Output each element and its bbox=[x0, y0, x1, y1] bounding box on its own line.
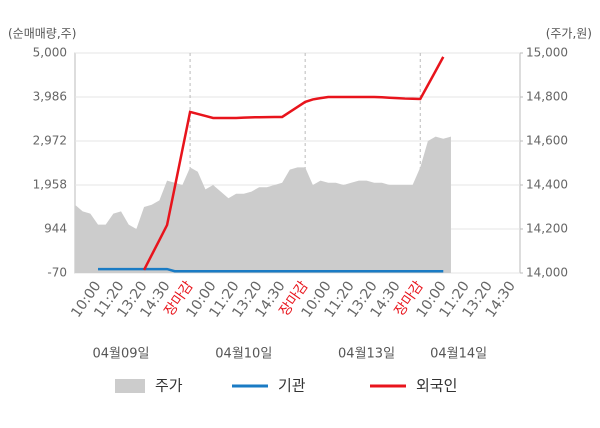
price-area bbox=[75, 136, 451, 273]
legend-label: 기관 bbox=[278, 377, 306, 395]
y-tick-label: -70 bbox=[47, 266, 67, 280]
date-label: 04월09일 bbox=[93, 347, 150, 362]
y2-axis-label: (주가,원) bbox=[546, 27, 592, 41]
y2-tick-label: 14,200 bbox=[526, 222, 568, 236]
y-tick-label: 1,958 bbox=[33, 178, 67, 192]
y2-tick-label: 14,400 bbox=[526, 178, 568, 192]
date-label: 04월14일 bbox=[430, 347, 487, 362]
y-axis-label: (순매매량,주) bbox=[8, 27, 76, 41]
legend-label: 외국인 bbox=[416, 377, 457, 395]
legend-swatch bbox=[115, 379, 145, 393]
y-tick-label: 3,986 bbox=[33, 90, 67, 104]
date-label: 04월10일 bbox=[215, 347, 272, 362]
y2-tick-label: 14,800 bbox=[526, 90, 568, 104]
y-tick-label: 2,972 bbox=[33, 134, 67, 148]
y-tick-label: 944 bbox=[44, 222, 67, 236]
y-tick-label: 5,000 bbox=[33, 46, 67, 60]
y2-tick-label: 15,000 bbox=[526, 46, 568, 60]
legend-label: 주가 bbox=[155, 377, 183, 395]
y2-tick-label: 14,600 bbox=[526, 134, 568, 148]
series-line bbox=[142, 56, 445, 271]
series-line bbox=[98, 267, 444, 273]
date-label: 04월13일 bbox=[338, 347, 395, 362]
y2-tick-label: 14,000 bbox=[526, 266, 568, 280]
